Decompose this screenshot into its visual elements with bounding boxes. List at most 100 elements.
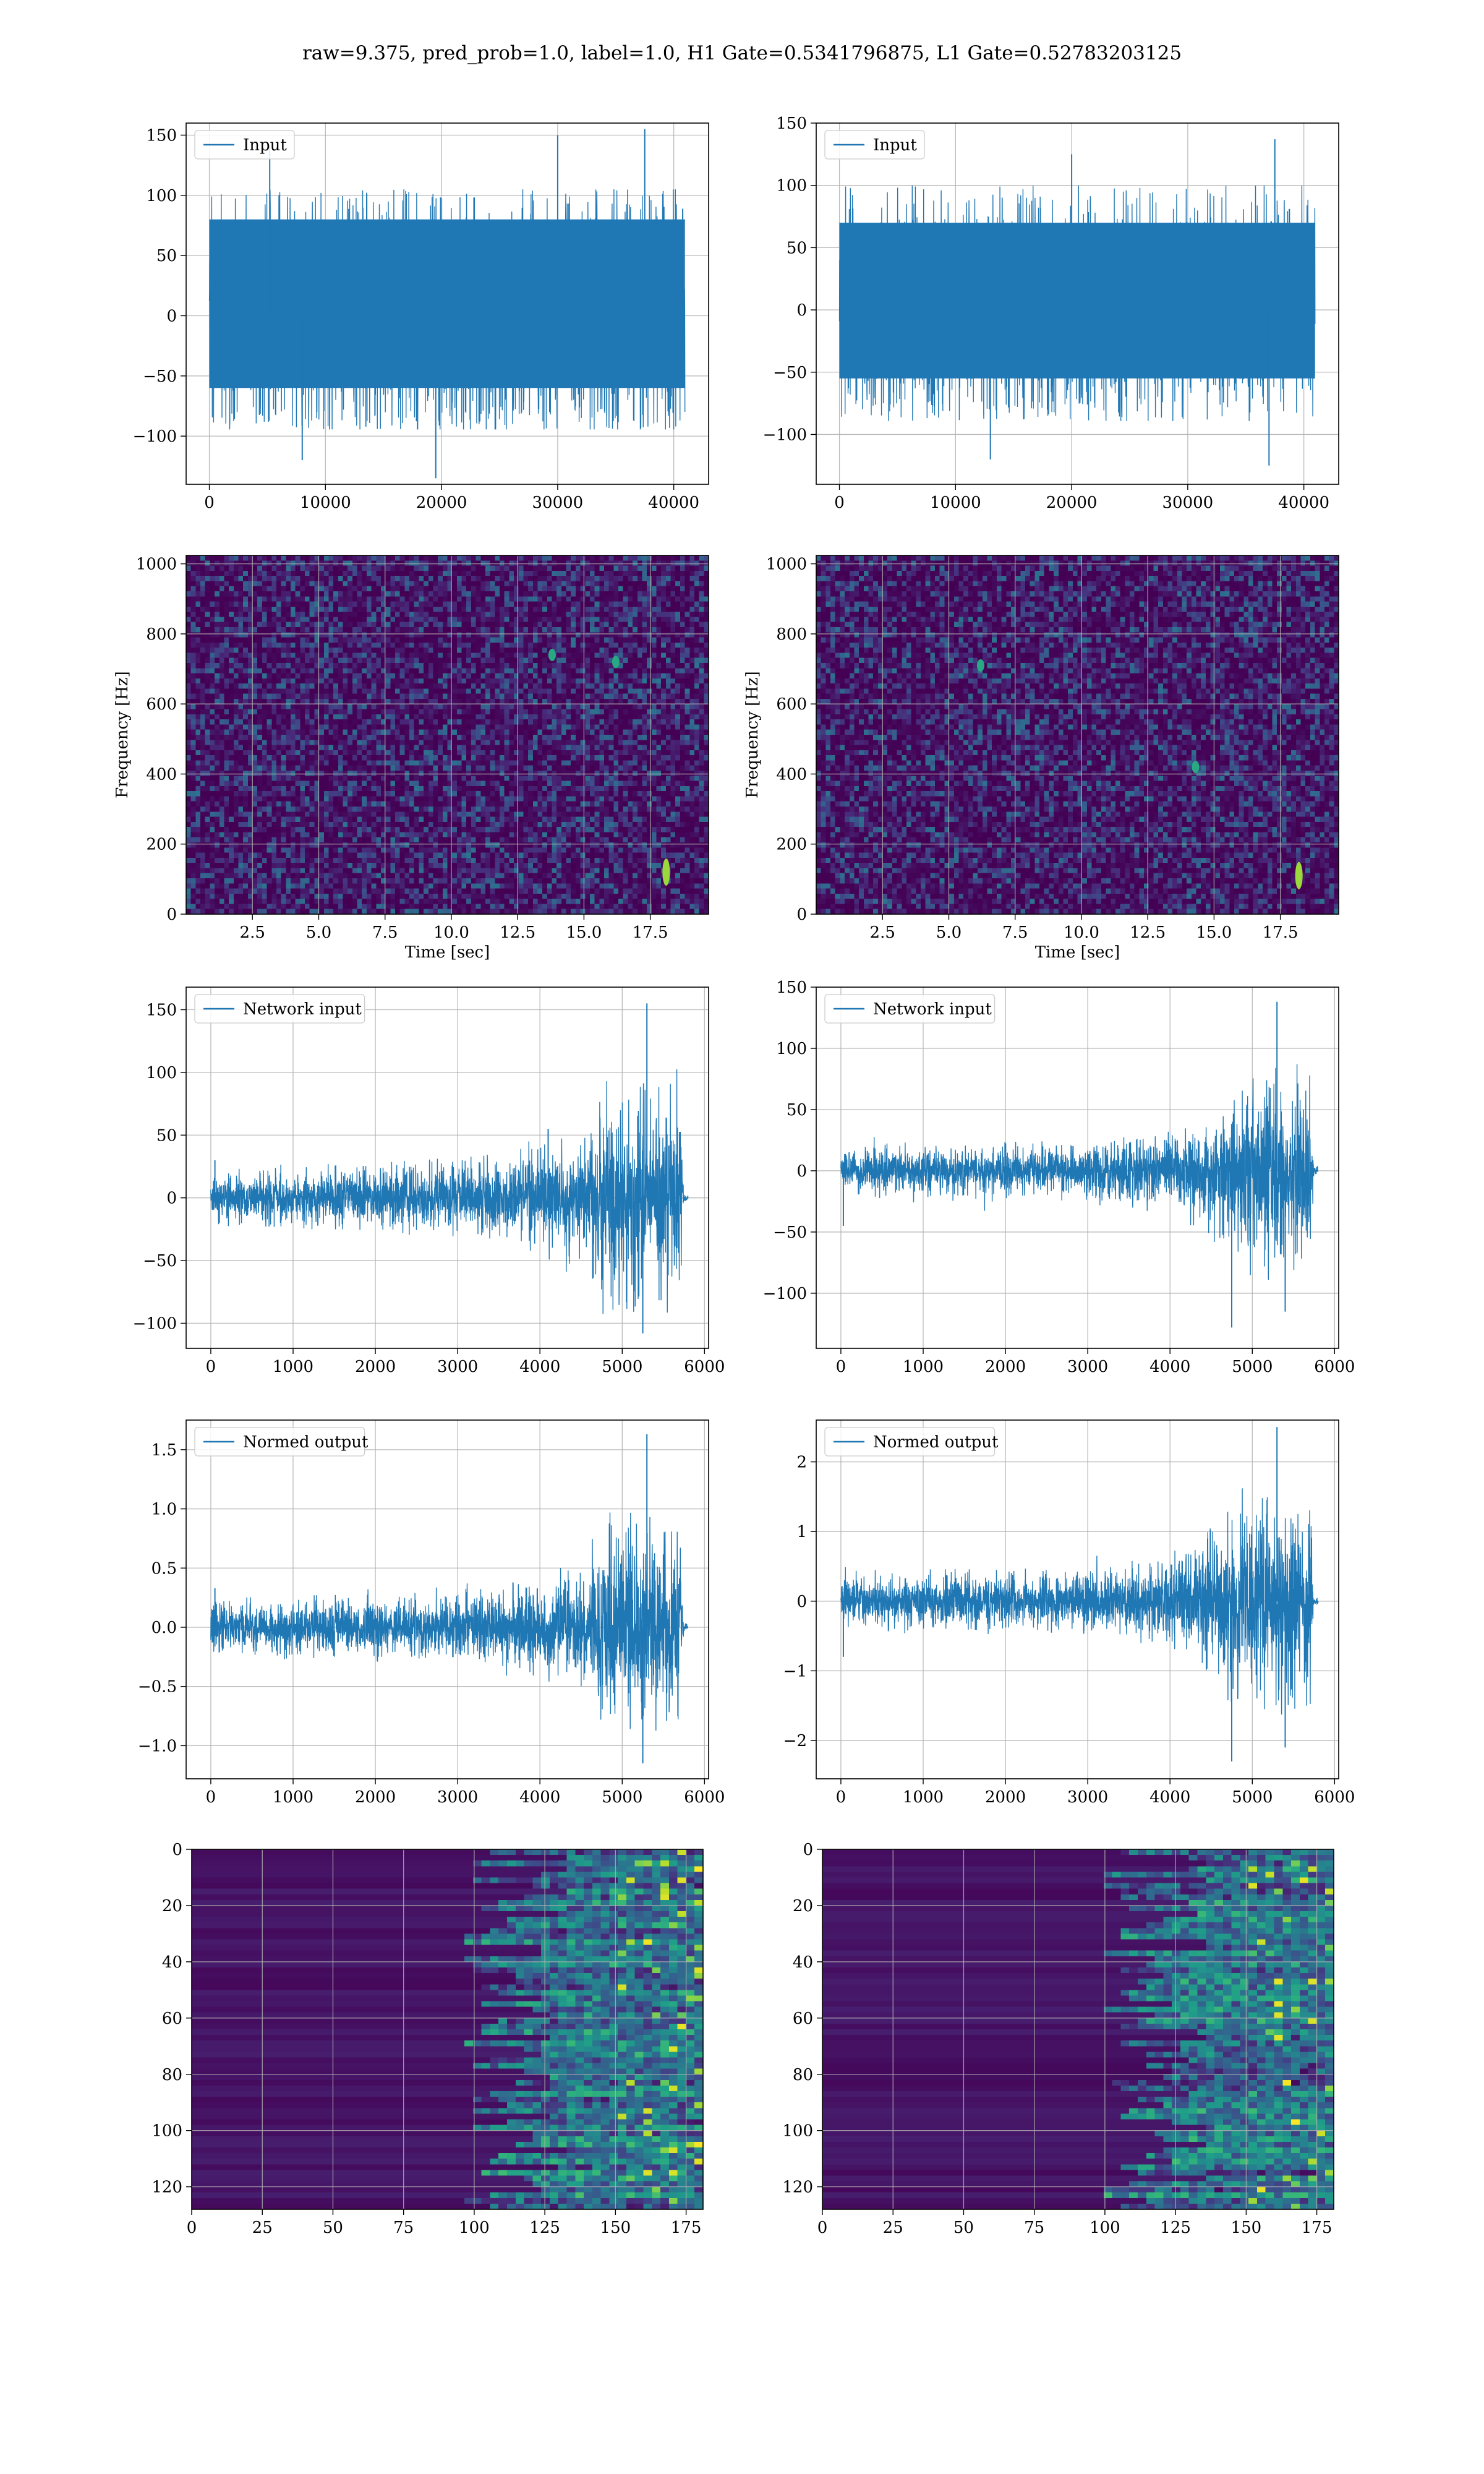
spectrogram-cell bbox=[571, 565, 576, 571]
spectrogram-cell bbox=[215, 673, 220, 679]
spectrogram-cell bbox=[651, 576, 657, 581]
spectrogram-cell bbox=[490, 755, 495, 761]
spectrogram-cell bbox=[399, 740, 405, 746]
spectrogram-cell bbox=[247, 719, 254, 725]
spectrogram-cell bbox=[461, 693, 467, 700]
spectrogram-cell bbox=[628, 719, 633, 725]
spectrogram-cell bbox=[694, 745, 700, 751]
spectrogram-cell bbox=[210, 693, 215, 700]
spectrogram-cell bbox=[590, 704, 595, 710]
spectrogram-cell bbox=[314, 663, 320, 669]
spectrogram-cell bbox=[532, 657, 539, 664]
spectrogram-cell bbox=[575, 704, 581, 710]
spectrogram-cell bbox=[547, 565, 553, 571]
spectrogram-cell bbox=[419, 771, 424, 776]
spectrogram-cell bbox=[414, 653, 419, 659]
spectrogram-cell bbox=[381, 714, 386, 720]
spectrogram-cell bbox=[528, 673, 534, 679]
spectrogram-cell bbox=[528, 735, 534, 740]
spectrogram-cell bbox=[680, 617, 686, 623]
spectrogram-cell bbox=[704, 565, 709, 571]
spectrogram-cell bbox=[571, 648, 576, 653]
spectrogram-cell bbox=[219, 683, 225, 689]
spectrogram-cell bbox=[523, 596, 529, 602]
spectrogram-cell bbox=[585, 714, 591, 720]
spectrogram-cell bbox=[195, 637, 201, 643]
spectrogram-cell bbox=[504, 637, 510, 643]
spectrogram-cell bbox=[295, 714, 301, 720]
spectrogram-cell bbox=[238, 560, 244, 567]
spectrogram-cell bbox=[647, 699, 652, 704]
spectrogram-cell bbox=[300, 781, 305, 787]
spectrogram-cell bbox=[428, 729, 434, 735]
spectrogram-cell bbox=[224, 699, 229, 704]
spectrogram-cell bbox=[348, 663, 353, 669]
spectrogram-cell bbox=[371, 781, 377, 787]
spectrogram-cell bbox=[575, 591, 581, 597]
spectrogram-cell bbox=[651, 750, 657, 756]
spectrogram-cell bbox=[190, 627, 196, 633]
spectrogram-cell bbox=[419, 729, 424, 735]
spectrogram-cell bbox=[309, 745, 315, 751]
spectrogram-cell bbox=[314, 637, 320, 643]
spectrogram-cell bbox=[438, 740, 443, 746]
spectrogram-cell bbox=[195, 606, 201, 612]
spectrogram-cell bbox=[585, 760, 591, 766]
spectrogram-cell bbox=[480, 622, 486, 628]
spectrogram-cell bbox=[271, 755, 277, 761]
spectrogram-cell bbox=[390, 699, 396, 704]
spectrogram-cell bbox=[642, 596, 647, 602]
spectrogram-cell bbox=[461, 653, 467, 659]
spectrogram-cell bbox=[286, 576, 291, 581]
spectrogram-cell bbox=[409, 555, 415, 561]
spectrogram-cell bbox=[637, 657, 643, 664]
spectrogram-cell bbox=[395, 663, 401, 669]
spectrogram-cell bbox=[694, 596, 700, 602]
spectrogram-cell bbox=[694, 601, 700, 607]
spectrogram-cell bbox=[689, 596, 695, 602]
spectrogram-cell bbox=[300, 555, 305, 561]
spectrogram-cell bbox=[647, 714, 652, 720]
spectrogram-cell bbox=[229, 755, 234, 761]
spectrogram-cell bbox=[542, 637, 548, 643]
spectrogram-cell bbox=[291, 673, 296, 679]
spectrogram-cell bbox=[561, 699, 567, 704]
spectrogram-cell bbox=[670, 601, 676, 607]
spectrogram-cell bbox=[656, 586, 662, 592]
spectrogram-cell bbox=[409, 560, 415, 567]
spectrogram-cell bbox=[604, 642, 610, 648]
spectrogram-cell bbox=[376, 627, 382, 633]
spectrogram-cell bbox=[309, 673, 315, 679]
spectrogram-cell bbox=[252, 771, 258, 776]
spectrogram-cell bbox=[238, 581, 244, 587]
spectrogram-cell bbox=[633, 693, 638, 700]
spectrogram-cell bbox=[642, 637, 647, 643]
spectrogram-cell bbox=[362, 750, 367, 756]
spectrogram-cell bbox=[195, 657, 201, 664]
spectrogram-cell bbox=[333, 565, 339, 571]
spectrogram-cell bbox=[238, 781, 244, 787]
spectrogram-cell bbox=[623, 776, 628, 782]
spectrogram-cell bbox=[537, 683, 543, 689]
spectrogram-cell bbox=[362, 693, 367, 700]
spectrogram-cell bbox=[480, 755, 486, 761]
spectrogram-cell bbox=[532, 740, 539, 746]
spectrogram-cell bbox=[514, 729, 519, 735]
spectrogram-cell bbox=[371, 704, 377, 710]
spectrogram-cell bbox=[461, 683, 467, 689]
spectrogram-cell bbox=[523, 765, 529, 771]
spectrogram-cell bbox=[675, 776, 681, 782]
spectrogram-cell bbox=[580, 555, 586, 561]
spectrogram-cell bbox=[623, 627, 628, 633]
spectrogram-cell bbox=[352, 714, 358, 720]
spectrogram-cell bbox=[229, 735, 234, 740]
spectrogram-cell bbox=[390, 565, 396, 571]
spectrogram-cell bbox=[680, 693, 686, 700]
figure-suptitle: raw=9.375, pred_prob=1.0, label=1.0, H1 … bbox=[0, 42, 1484, 64]
spectrogram-cell bbox=[376, 581, 382, 587]
spectrogram-cell bbox=[233, 673, 239, 679]
spectrogram-cell bbox=[210, 612, 215, 617]
spectrogram-cell bbox=[680, 740, 686, 746]
spectrogram-cell bbox=[571, 750, 576, 756]
spectrogram-cell bbox=[466, 724, 472, 730]
